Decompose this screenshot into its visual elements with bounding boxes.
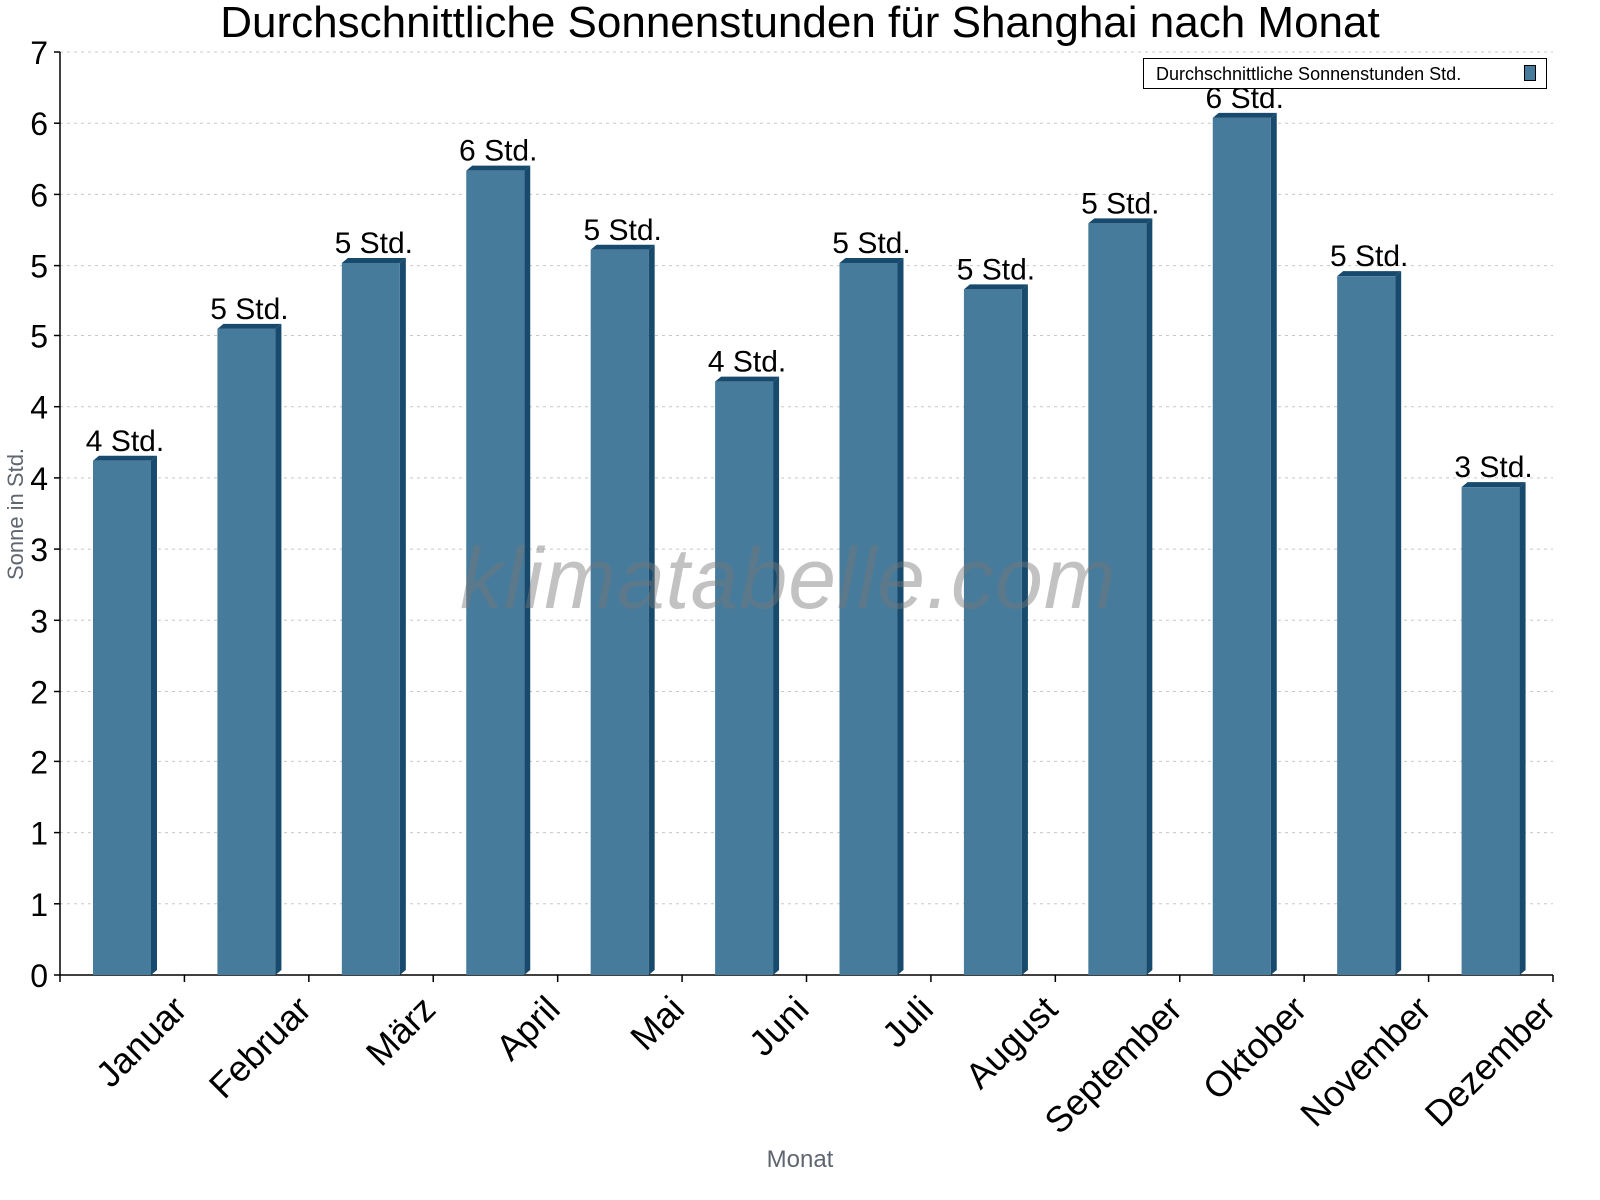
x-tick-label: Februar: [201, 988, 319, 1106]
x-tick-label: Mai: [622, 988, 692, 1058]
y-tick-label: 7: [30, 35, 48, 71]
bar-side: [897, 257, 904, 975]
bar-side: [773, 376, 780, 976]
data-label: 6 Std.: [459, 135, 537, 168]
data-label: 5 Std.: [335, 227, 413, 260]
x-tick-label: Dezember: [1417, 988, 1563, 1134]
data-label: 5 Std.: [210, 293, 288, 326]
bar-cap: [715, 376, 780, 382]
data-label: 5 Std.: [832, 227, 910, 260]
bar: [1461, 487, 1520, 975]
y-tick-label: 5: [30, 318, 48, 354]
bar: [466, 170, 525, 975]
data-label: 3 Std.: [1454, 451, 1532, 484]
bar: [1088, 223, 1147, 975]
bar: [93, 460, 151, 975]
bar-side: [524, 165, 531, 975]
data-label: 5 Std.: [583, 214, 661, 247]
y-tick-label: 2: [30, 744, 48, 780]
legend: Durchschnittliche Sonnenstunden Std.: [1143, 58, 1547, 89]
bar-cap: [93, 455, 157, 461]
y-tick-label: 5: [30, 249, 48, 285]
bar-cap: [1212, 112, 1277, 118]
bar-side: [1146, 218, 1153, 975]
x-tick-label: Oktober: [1195, 988, 1315, 1108]
bar: [839, 262, 898, 975]
y-tick-label: 0: [30, 958, 48, 994]
bar-cap: [839, 257, 904, 263]
bar-side: [399, 257, 406, 975]
bar-side: [275, 323, 282, 975]
x-tick-label: November: [1292, 988, 1438, 1134]
data-label: 5 Std.: [957, 253, 1035, 286]
y-tick-label: 6: [30, 177, 48, 213]
bar-side: [1395, 271, 1402, 976]
bar: [341, 262, 400, 975]
data-label: 4 Std.: [708, 346, 786, 379]
y-tick-label: 4: [30, 461, 48, 497]
bar: [217, 328, 276, 975]
bar-side: [1519, 482, 1526, 975]
bar-cap: [341, 257, 406, 263]
y-axis-label: Sonne in Std.: [3, 447, 28, 581]
bar-side: [1270, 112, 1277, 975]
x-tick-label: Januar: [88, 988, 195, 1095]
bar-cap: [590, 244, 655, 250]
data-label: 5 Std.: [1081, 187, 1159, 220]
x-tick-label: März: [358, 988, 444, 1074]
bar: [715, 381, 774, 976]
data-label: 5 Std.: [1330, 240, 1408, 273]
bar-side: [151, 455, 157, 975]
watermark: klimatabelle.com: [460, 531, 1117, 627]
bar-cap: [963, 284, 1028, 290]
bar-cap: [466, 165, 531, 171]
bar: [963, 289, 1022, 975]
bar-cap: [1088, 218, 1153, 224]
bar-side: [1021, 284, 1028, 975]
bar-cap: [1337, 271, 1402, 277]
bar-cap: [1461, 482, 1526, 488]
bar: [1337, 276, 1396, 976]
x-tick-label: Juni: [741, 988, 817, 1064]
x-tick-label: April: [488, 988, 568, 1068]
x-axis-label: Monat: [766, 1146, 834, 1173]
y-tick-label: 3: [30, 603, 48, 639]
bar: [590, 249, 649, 976]
y-tick-label: 3: [30, 532, 48, 568]
legend-label: Durchschnittliche Sonnenstunden Std.: [1156, 64, 1462, 84]
bar: [1212, 117, 1271, 975]
y-tick-label: 6: [30, 106, 48, 142]
y-tick-label: 1: [30, 816, 48, 852]
y-tick-label: 1: [30, 887, 48, 923]
bar-side: [648, 244, 655, 976]
x-tick-label: August: [957, 988, 1065, 1096]
legend-swatch-icon: [1524, 65, 1536, 81]
x-tick-label: Juli: [874, 988, 941, 1055]
bar-cap: [217, 323, 282, 329]
data-label: 4 Std.: [86, 425, 164, 458]
y-tick-label: 4: [30, 390, 48, 426]
chart-title: Durchschnittliche Sonnenstunden für Shan…: [220, 0, 1380, 47]
y-tick-label: 2: [30, 675, 48, 711]
